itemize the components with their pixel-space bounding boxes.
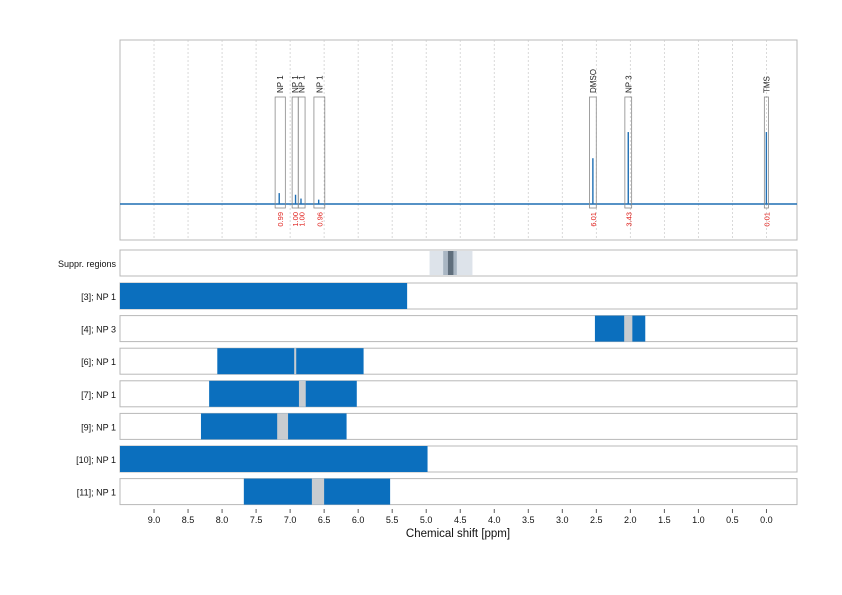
track-label: [9]; NP 1 bbox=[81, 422, 116, 432]
multiplet-gap bbox=[294, 348, 297, 375]
x-tick-label: 0.5 bbox=[726, 515, 739, 525]
track-label: [10]; NP 1 bbox=[76, 455, 116, 465]
multiplet-gap bbox=[311, 478, 325, 505]
x-tick-label: 5.0 bbox=[420, 515, 433, 525]
multiplet-bar bbox=[209, 380, 357, 407]
x-axis-title: Chemical shift [ppm] bbox=[406, 528, 510, 540]
x-tick-label: 1.0 bbox=[692, 515, 705, 525]
multiplet-bar bbox=[594, 315, 646, 342]
peak-integral: 1.00 bbox=[298, 212, 307, 227]
x-tick-label: 4.0 bbox=[488, 515, 501, 525]
x-tick-label: 8.0 bbox=[216, 515, 229, 525]
spectrum-panel: NP 1 0.99 NP 1 1.00 NP 1 1.00 NP 1 0.96 DMSO 6.01… bbox=[119, 39, 798, 241]
multiplet-gap bbox=[624, 315, 633, 342]
x-tick-label: 9.0 bbox=[148, 515, 161, 525]
track-label: [11]; NP 1 bbox=[77, 488, 116, 498]
peak-integral: 3.43 bbox=[624, 212, 633, 227]
multiplet-bar bbox=[200, 413, 347, 440]
x-tick-label: 0.0 bbox=[760, 515, 773, 525]
x-tick-label: 3.0 bbox=[556, 515, 569, 525]
multiplet-tracks: Suppr. regions [3]; NP 1 [4]; NP 3 [6]; NP … bbox=[58, 249, 798, 506]
peak-label: NP 3 bbox=[624, 75, 633, 93]
x-tick-label: 6.5 bbox=[318, 515, 331, 525]
peak-integral: 0.01 bbox=[762, 212, 771, 227]
track-frame bbox=[119, 478, 798, 506]
x-tick-label: 2.5 bbox=[590, 515, 603, 525]
peak-box bbox=[624, 96, 633, 209]
multiplet-gap bbox=[298, 380, 306, 407]
track-frame bbox=[119, 315, 798, 343]
peak-integral: 1.00 bbox=[291, 212, 300, 227]
track-label: Suppr. regions bbox=[58, 259, 117, 269]
x-tick-label: 1.5 bbox=[658, 515, 671, 525]
multiplet-bar bbox=[120, 283, 408, 309]
suppr-core bbox=[447, 251, 454, 275]
multiplet-bar bbox=[217, 348, 364, 375]
track-label: [6]; NP 1 bbox=[81, 357, 116, 367]
peak-integral: 0.96 bbox=[315, 212, 324, 227]
peak-box bbox=[297, 96, 306, 209]
peak-box bbox=[274, 96, 286, 209]
track-label: [4]; NP 3 bbox=[81, 325, 116, 335]
peak-label: NP 1 bbox=[276, 75, 285, 93]
x-tick-label: 7.5 bbox=[250, 515, 263, 525]
peak-integral: 6.01 bbox=[589, 212, 598, 227]
multiplet-gap bbox=[277, 413, 289, 440]
peak-box bbox=[589, 96, 597, 209]
peak-label: NP 1 bbox=[315, 75, 324, 93]
x-tick-label: 6.0 bbox=[352, 515, 365, 525]
x-tick-label: 3.5 bbox=[522, 515, 535, 525]
track-label: [7]; NP 1 bbox=[81, 390, 116, 400]
peak-label: TMS bbox=[762, 76, 771, 93]
peak-integral: 0.99 bbox=[276, 212, 285, 227]
x-tick-label: 5.5 bbox=[386, 515, 399, 525]
peak-label: NP 1 bbox=[291, 75, 300, 93]
peak-box bbox=[313, 96, 326, 209]
x-tick-label: 4.5 bbox=[454, 515, 467, 525]
x-tick-label: 8.5 bbox=[182, 515, 195, 525]
track-label: [3]; NP 1 bbox=[81, 292, 116, 302]
x-tick-label: 2.0 bbox=[624, 515, 637, 525]
spectrum-frame bbox=[119, 39, 798, 241]
multiplet-bar bbox=[120, 446, 428, 472]
peak-label: DMSO bbox=[589, 69, 598, 93]
peak-label: NP 1 bbox=[298, 75, 307, 93]
x-axis: 9.0 8.5 8.0 7.5 7.0 6.5 6.0 5.5 5.0 4.5 4.0 3.5 3.0 2… bbox=[148, 509, 773, 525]
x-tick-label: 7.0 bbox=[284, 515, 297, 525]
peak-box bbox=[763, 96, 769, 209]
